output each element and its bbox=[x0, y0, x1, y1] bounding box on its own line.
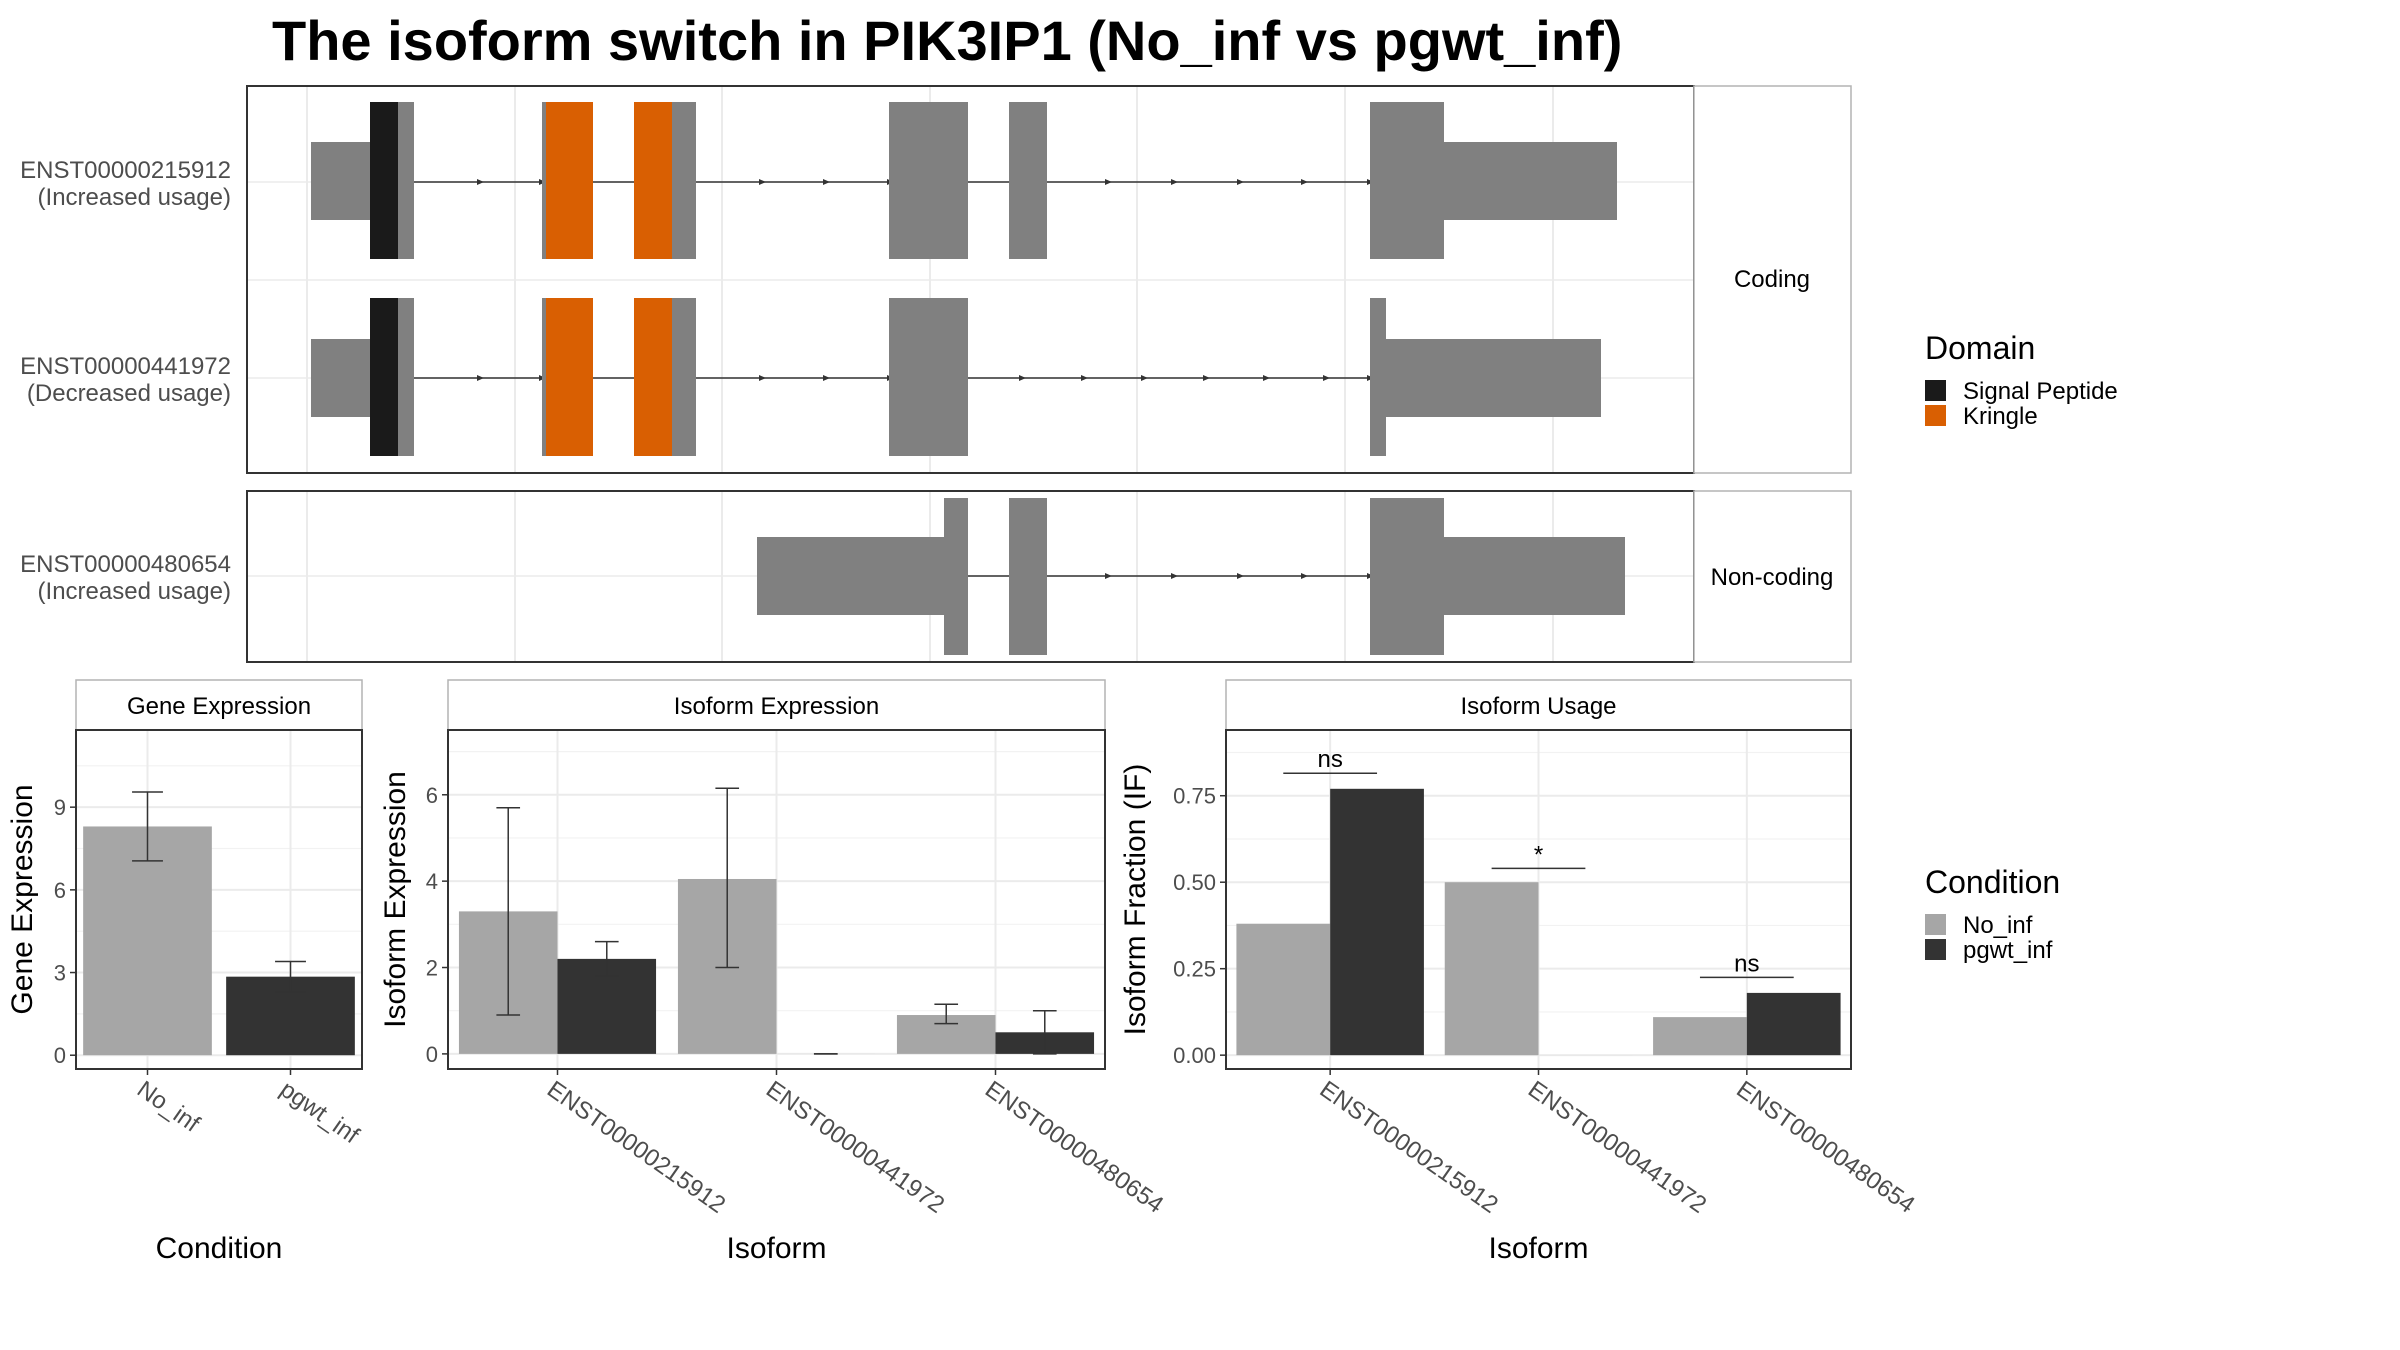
cds-exon bbox=[1009, 102, 1047, 259]
chart-strip bbox=[447, 679, 1106, 731]
cds-exon bbox=[889, 102, 968, 259]
transcript-model bbox=[311, 102, 1617, 259]
pgwt-inf-legend-label: pgwt_inf bbox=[1963, 937, 2053, 964]
y-tick-label: 0.25 bbox=[1173, 957, 1216, 982]
y-tick-label: 4 bbox=[426, 869, 438, 894]
utr-exon bbox=[311, 142, 371, 220]
bar bbox=[1330, 788, 1424, 1056]
chart-strip-label: Isoform Usage bbox=[1460, 693, 1616, 720]
signal-peptide-legend-label: Signal Peptide bbox=[1963, 378, 2118, 405]
no-inf-legend-key bbox=[1925, 914, 1946, 935]
cds-exon bbox=[1370, 298, 1386, 456]
bar bbox=[1653, 1017, 1747, 1056]
chart-panel-border bbox=[75, 729, 363, 1070]
noncoding-strip-label: Non-coding bbox=[1711, 564, 1834, 591]
x-axis-title: Isoform bbox=[726, 1232, 826, 1265]
gene-expression-chart: Gene Expression 0 3 6 9 No_inf pgwt_inf Conditi… bbox=[6, 679, 364, 1265]
signal-peptide-domain bbox=[370, 102, 398, 259]
transcript-usage: (Increased usage) bbox=[38, 578, 231, 605]
y-tick-label: 2 bbox=[426, 956, 438, 981]
y-tick-label: 3 bbox=[54, 961, 66, 986]
utr-exon bbox=[757, 537, 945, 615]
y-tick-label: 0 bbox=[426, 1042, 438, 1067]
y-tick-label: 0.00 bbox=[1173, 1043, 1216, 1068]
signal-peptide-domain bbox=[370, 298, 398, 456]
y-tick-label: 0.50 bbox=[1173, 870, 1216, 895]
chart-strip-label: Gene Expression bbox=[127, 693, 311, 720]
utr-exon bbox=[311, 339, 371, 417]
bar bbox=[83, 826, 212, 1056]
kringle-domain bbox=[634, 102, 672, 259]
transcript-usage: (Decreased usage) bbox=[27, 380, 231, 407]
y-tick-label: 0.75 bbox=[1173, 784, 1216, 809]
noncoding-strip bbox=[1693, 490, 1852, 663]
intron-arrows bbox=[1105, 573, 1374, 579]
x-tick-label: ENST00000215912 bbox=[542, 1076, 730, 1219]
y-axis-title: Isoform Fraction (IF) bbox=[1119, 764, 1152, 1036]
y-tick-label: 6 bbox=[426, 783, 438, 808]
y-axis-title: Isoform Expression bbox=[379, 771, 412, 1028]
significance-label: ns bbox=[1734, 950, 1759, 977]
utr-exon bbox=[1444, 142, 1617, 220]
x-tick-label: ENST00000441972 bbox=[1523, 1076, 1711, 1219]
transcript-id: ENST00000215912 bbox=[20, 157, 231, 184]
x-tick-label: No_inf bbox=[132, 1076, 205, 1138]
x-tick-label: ENST00000480654 bbox=[980, 1076, 1168, 1219]
coding-strip bbox=[1693, 85, 1852, 474]
transcript-labels: ENST00000215912 (Increased usage) ENST00… bbox=[20, 157, 231, 605]
chart-strip bbox=[1225, 679, 1852, 731]
cds-exon bbox=[889, 298, 968, 456]
coding-strip-label: Coding bbox=[1734, 266, 1810, 293]
utr-exon bbox=[1386, 339, 1601, 417]
pgwt-inf-legend-key bbox=[1925, 939, 1946, 960]
kringle-legend-key bbox=[1925, 405, 1946, 426]
domain-legend-title: Domain bbox=[1925, 330, 2035, 366]
exon bbox=[1370, 498, 1444, 655]
transcript-usage: (Increased usage) bbox=[38, 184, 231, 211]
chart-strip-label: Isoform Expression bbox=[674, 693, 879, 720]
x-tick-label: ENST00000480654 bbox=[1731, 1076, 1919, 1219]
exon bbox=[1009, 498, 1047, 655]
x-tick-label: ENST00000215912 bbox=[1315, 1076, 1503, 1219]
kringle-legend-label: Kringle bbox=[1963, 403, 2038, 430]
x-tick-label: ENST00000441972 bbox=[761, 1076, 949, 1219]
bar bbox=[1746, 992, 1841, 1056]
kringle-domain bbox=[634, 298, 672, 456]
y-tick-label: 6 bbox=[54, 878, 66, 903]
significance-label: * bbox=[1534, 841, 1543, 868]
condition-legend-title: Condition bbox=[1925, 864, 2060, 900]
kringle-domain bbox=[546, 298, 593, 456]
y-tick-label: 9 bbox=[54, 795, 66, 820]
significance-label: ns bbox=[1317, 746, 1342, 773]
transcript-model bbox=[311, 298, 1601, 456]
x-axis-title: Condition bbox=[156, 1232, 283, 1265]
exon bbox=[944, 498, 968, 655]
cds-exon bbox=[1370, 102, 1444, 259]
utr-exon bbox=[1444, 537, 1625, 615]
transcript-id: ENST00000441972 bbox=[20, 353, 231, 380]
transcript-id: ENST00000480654 bbox=[20, 551, 231, 578]
domain-legend: Domain Signal Peptide Kringle bbox=[1925, 330, 2118, 430]
signal-peptide-legend-key bbox=[1925, 380, 1946, 401]
y-tick-label: 0 bbox=[54, 1043, 66, 1068]
no-inf-legend-label: No_inf bbox=[1963, 912, 2033, 939]
x-tick-label: pgwt_inf bbox=[275, 1076, 364, 1150]
isoform-usage-chart: Isoform Usage ns * ns 0.00 0.25 0.50 0.75 ENST00… bbox=[1119, 679, 1920, 1265]
transcript-structure-plot: Coding Non-coding ENST0 bbox=[20, 85, 1852, 663]
figure-title: The isoform switch in PIK3IP1 (No_inf vs… bbox=[272, 9, 1622, 72]
y-axis-title: Gene Expression bbox=[6, 784, 39, 1014]
x-axis-title: Isoform bbox=[1488, 1232, 1588, 1265]
bar bbox=[1444, 882, 1539, 1056]
transcript-model bbox=[757, 498, 1625, 655]
intron-arrows bbox=[477, 375, 1374, 381]
kringle-domain bbox=[546, 102, 593, 259]
bar bbox=[1236, 923, 1331, 1056]
condition-legend: Condition No_inf pgwt_inf bbox=[1925, 864, 2060, 964]
